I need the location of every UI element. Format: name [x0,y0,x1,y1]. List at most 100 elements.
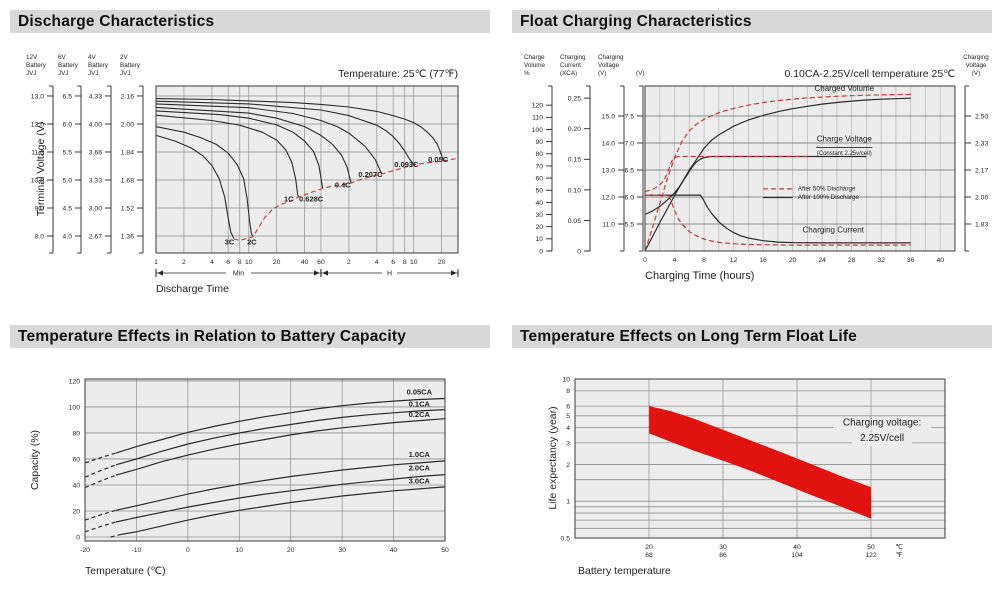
scale-tick-label: 1.52 [121,205,134,212]
plot-border [574,378,946,539]
scale-header: Volume [524,62,546,69]
curve-label: 0.4C [335,181,351,190]
series-0.628C [155,110,324,189]
scale-tick-label: 3.00 [89,205,102,212]
x-tick-label: 10 [245,259,253,266]
curve-label: 0.2CA [409,410,431,419]
scale-tick-label: 5.5 [63,149,73,156]
scale-tick-label: 1.68 [121,177,134,184]
curve-label: Charging voltage: [843,418,921,429]
series-0.05C [155,98,445,161]
series-0.05CA [115,397,446,454]
scale-header: Battery [26,62,47,69]
scale-header: (V) [972,70,980,77]
scale-tick-label: 13.0 [602,167,615,174]
y-tick-label: 100 [69,404,81,411]
x-tick-label: 0 [186,547,190,554]
span-label-bg [381,268,397,278]
scale-tick-label: 7.0 [625,140,635,147]
plot-border [644,85,956,252]
y-tick-label: 0 [76,534,80,541]
life-expectancy-band [649,406,871,519]
y-tick-label: 0.5 [561,535,571,542]
scale-tick-label: 3.66 [89,149,102,156]
x-tick-label: 28 [848,257,856,264]
panel-discharge: Discharge Characteristics 3C 2C 1C 0.628C 0.… [10,10,490,309]
scale-tick-label: 3.33 [89,177,102,184]
x-tick-label: 24 [818,257,826,264]
plot-border [155,85,459,254]
x-tick-label: 20 [287,547,295,554]
x-tick-label-2: ℉ [896,552,903,559]
x-tick-label-2: 68 [645,552,653,559]
x-tick-label-2: 86 [719,552,727,559]
scale-tick-label: 11.0 [31,149,44,156]
scale-tick-label: 0 [539,248,543,255]
scale-header: 4V [88,54,97,61]
x-tick-label: 12 [730,257,738,264]
series-0.1CA [115,409,446,466]
y-tick-label: 3 [566,440,570,447]
series-0.207C [155,103,383,175]
scale-tick-label: 12.0 [602,194,615,201]
x-tick-label: -10 [132,547,142,554]
scale-header: % [524,70,530,77]
curve-label: 2.25V/cell [860,433,904,444]
span-arrow-right [313,270,320,276]
scale-tick-label: 5.0 [63,177,73,184]
x-tick-label: 10 [236,547,244,554]
x-axis-title: Battery temperature [578,565,671,577]
chart-annotation-title: 0.10CA-2.25V/cell temperature 25℃ [784,68,955,80]
curve-label: 1.0CA [409,450,431,459]
scale-tick-label: 40 [535,200,543,207]
x-axis-title: Charging Time (hours) [645,270,754,282]
panel-float-charging-title: Float Charging Characteristics [520,12,752,30]
scale-header: Voltage [965,62,987,69]
x-axis-title: Temperature (℃) [85,565,166,577]
series-0.4C [155,106,353,184]
series-1.0CA-d [84,509,117,521]
x-tick-label: 2 [182,259,186,266]
scale-tick-label: 7.5 [625,113,635,120]
curve-label: After 100% Discharge [798,194,860,201]
series-charging-current-100 [645,194,911,244]
series-2.0CA-d [84,521,117,533]
scale-column: 0 0.05 0.10 0.15 0.20 0.25 ChargingCurrent(XCA… [560,54,591,255]
scale-tick-label: 1.83 [975,221,988,228]
scale-header: Battery [88,62,109,69]
scale-tick-label: 50 [535,188,543,195]
scale-tick-label: 4.00 [89,121,102,128]
scale-tick-label: 80 [535,151,543,158]
scale-header: JVJ [120,70,131,77]
plot-background [85,379,445,541]
x-tick-label: 10 [410,259,418,266]
series-charge-voltage-100 [644,155,867,216]
scale-tick-label: 9.0 [35,205,45,212]
series-1C [155,114,299,198]
scale-tick-label: 1.84 [121,149,134,156]
y-tick-label: 10 [562,376,570,383]
y-tick-label: 2 [566,462,570,469]
scale-header: JVJ [58,70,69,77]
x-tick-label: 8 [403,259,407,266]
curve-label: 2.0CA [409,464,431,473]
scale-header: (V) [636,70,644,77]
x-tick-label: 1 [154,259,158,266]
y-axis-title: Terminal Voltage (V) [35,122,47,217]
plot-background [645,86,955,251]
x-tick-label: 8 [702,257,706,264]
scale-tick-label: 30 [535,212,543,219]
y-axis-title: Life expectancy (year) [547,406,559,509]
x-tick-label: 6 [226,259,230,266]
curve-label: 0.1CA [409,400,431,409]
scale-header: Battery [58,62,79,69]
series-2.0CA [115,474,446,523]
x-tick-label: 40 [793,544,801,551]
series-charged-volume-100 [644,97,911,252]
panel-temp-capacity: Temperature Effects in Relation to Batte… [10,325,490,599]
panel-float-charging: Float Charging Characteristics Charged V… [512,10,992,309]
y-tick-label: 1 [566,499,570,506]
